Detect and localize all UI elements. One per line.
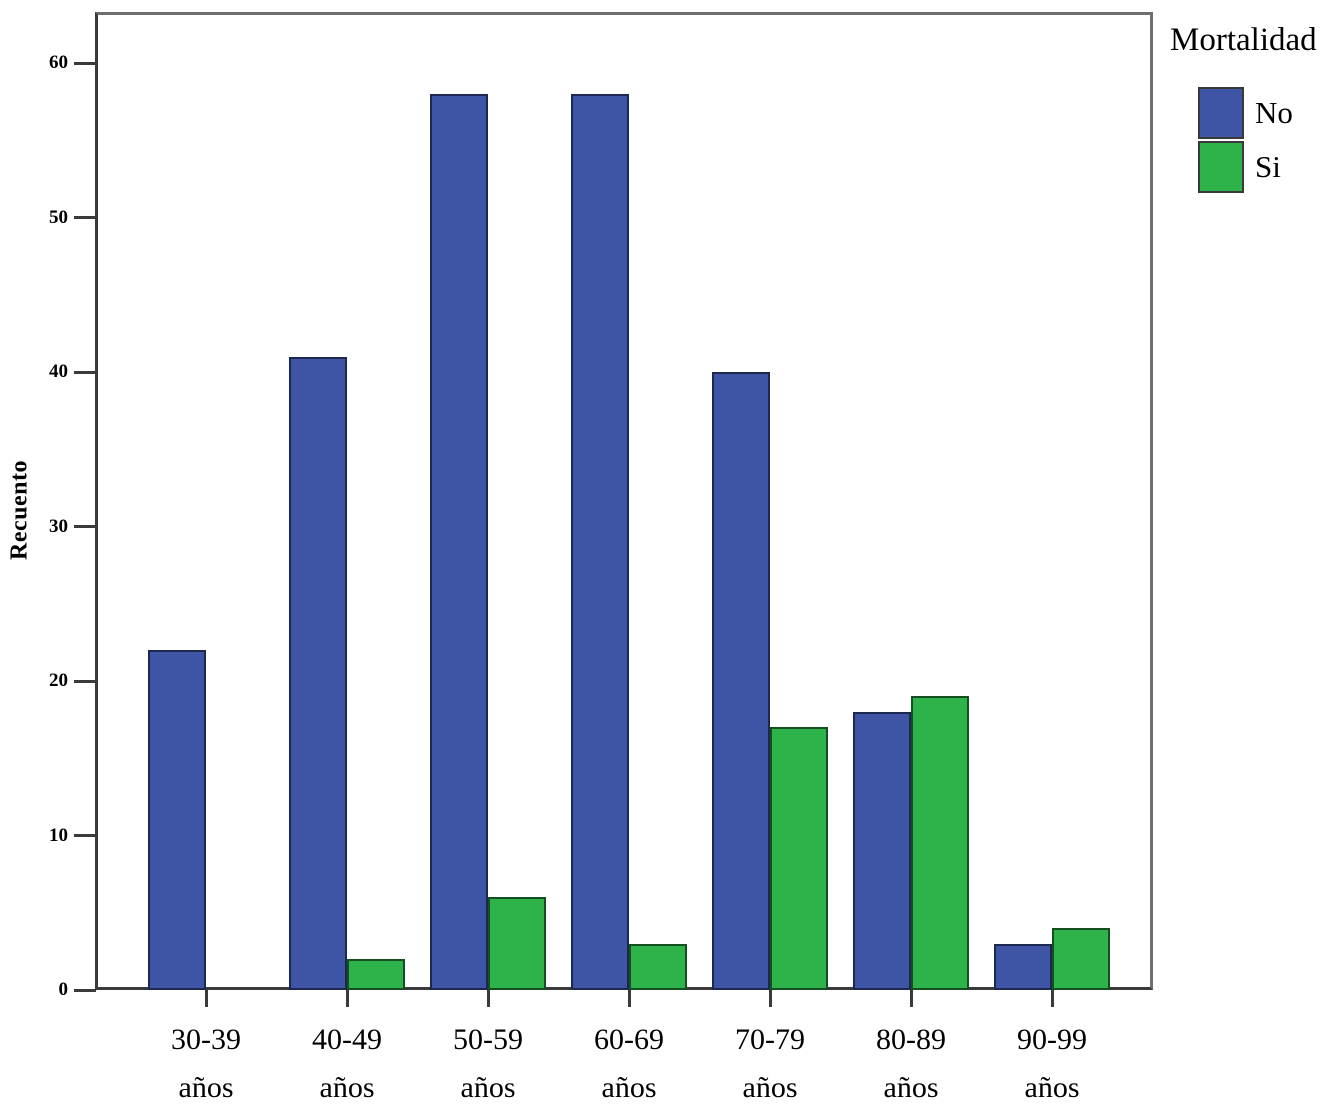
y-tick-label-40: 40 (49, 361, 68, 382)
x-label-range-70-79: 70-79 (735, 1023, 805, 1056)
x-label-range-80-89: 80-89 (876, 1023, 946, 1056)
legend-swatch-no (1198, 87, 1244, 139)
y-tick-0 (74, 988, 96, 992)
y-tick-label-60: 60 (49, 52, 68, 73)
bar-si-70-79 (770, 727, 828, 990)
y-tick-label-10: 10 (49, 824, 68, 846)
bar-no-50-59 (430, 94, 488, 990)
y-tick-20 (74, 679, 96, 683)
bar-no-80-89 (853, 712, 911, 990)
bar-no-30-39 (148, 650, 206, 990)
bar-si-50-59 (488, 897, 546, 990)
x-label-range-50-59: 50-59 (453, 1023, 523, 1056)
y-tick-60 (74, 61, 96, 65)
legend-title: Mortalidad (1170, 22, 1317, 58)
y-tick-label-0: 0 (58, 979, 69, 1000)
y-tick-40 (74, 370, 96, 374)
x-label-60-69: 60-69 años (549, 1016, 709, 1112)
bar-si-40-49 (347, 959, 405, 990)
bar-no-70-79 (712, 372, 770, 990)
x-tick-70-79 (768, 990, 772, 1007)
x-label-unit-80-89: años (883, 1071, 939, 1104)
x-label-40-49: 40-49 años (267, 1016, 427, 1112)
y-tick-label-30: 30 (49, 515, 68, 537)
y-tick-label-20: 20 (49, 670, 68, 691)
y-tick-30 (74, 525, 96, 528)
x-label-range-90-99: 90-99 (1017, 1023, 1087, 1056)
legend-label-si: Si (1255, 149, 1281, 184)
x-label-unit-60-69: años (601, 1071, 657, 1104)
x-label-unit-90-99: años (1024, 1071, 1080, 1104)
x-tick-30-39 (204, 990, 208, 1007)
bar-si-80-89 (911, 696, 969, 990)
legend-swatch-si (1198, 141, 1244, 193)
bar-no-60-69 (571, 94, 629, 990)
x-label-70-79: 70-79 años (690, 1016, 850, 1112)
bar-si-90-99 (1052, 928, 1110, 990)
bar-no-90-99 (994, 944, 1052, 990)
x-label-unit-30-39: años (178, 1071, 234, 1104)
y-axis-title: Recuento (6, 460, 33, 560)
x-label-unit-40-49: años (319, 1071, 375, 1104)
x-tick-40-49 (345, 990, 349, 1007)
legend-entries: No Si (1170, 86, 1317, 194)
x-label-30-39: 30-39 años (126, 1016, 286, 1112)
x-tick-60-69 (627, 990, 631, 1007)
x-label-range-30-39: 30-39 (171, 1023, 241, 1056)
x-tick-50-59 (486, 990, 490, 1007)
y-tick-10 (74, 834, 96, 837)
bar-si-60-69 (629, 944, 687, 990)
legend-entry-si: Si (1198, 140, 1317, 194)
x-tick-80-89 (909, 990, 913, 1007)
x-tick-90-99 (1050, 990, 1054, 1007)
x-label-range-40-49: 40-49 (312, 1023, 382, 1056)
x-label-unit-50-59: años (460, 1071, 516, 1104)
legend: Mortalidad No Si (1170, 20, 1317, 194)
legend-label-no: No (1255, 95, 1293, 130)
bar-no-40-49 (289, 357, 347, 990)
y-tick-50 (74, 216, 96, 219)
x-label-90-99: 90-99 años (972, 1016, 1132, 1112)
x-label-80-89: 80-89 años (831, 1016, 991, 1112)
legend-entry-no: No (1198, 86, 1317, 140)
x-label-50-59: 50-59 años (408, 1016, 568, 1112)
x-label-range-60-69: 60-69 (594, 1023, 664, 1056)
y-tick-label-50: 50 (49, 206, 68, 228)
x-label-unit-70-79: años (742, 1071, 798, 1104)
